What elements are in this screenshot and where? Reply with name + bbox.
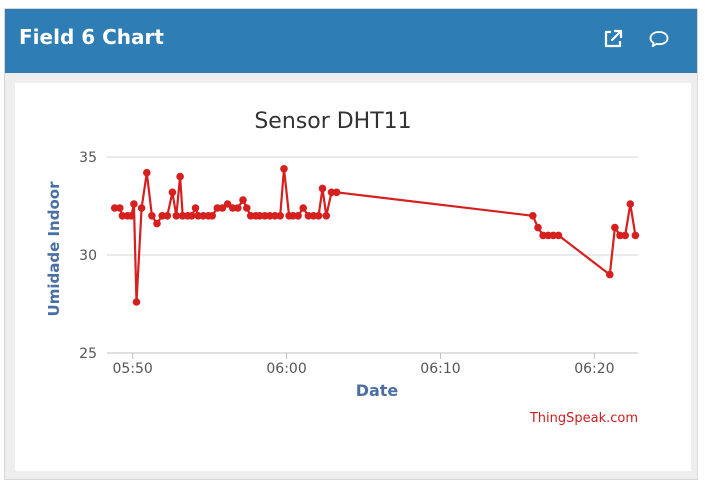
x-axis-label: Date: [356, 381, 399, 400]
chart-title: Sensor DHT11: [254, 109, 411, 134]
data-point[interactable]: [280, 165, 288, 173]
data-point[interactable]: [626, 200, 635, 208]
data-point[interactable]: [153, 219, 161, 228]
data-point[interactable]: [172, 212, 181, 220]
y-axis-label: Umidade Indoor: [45, 181, 63, 317]
data-point[interactable]: [606, 270, 614, 279]
data-point[interactable]: [611, 223, 619, 232]
data-point[interactable]: [255, 212, 264, 220]
data-point[interactable]: [176, 172, 184, 181]
x-tick-label: 06:10: [420, 361, 460, 377]
data-point[interactable]: [137, 204, 146, 212]
y-tick-label: 25: [79, 346, 97, 362]
widget-title: Field 6 Chart: [19, 25, 164, 49]
data-point[interactable]: [234, 204, 242, 212]
data-point[interactable]: [271, 212, 279, 220]
data-point[interactable]: [243, 204, 251, 212]
data-point[interactable]: [148, 212, 156, 220]
data-point[interactable]: [631, 231, 640, 240]
data-point[interactable]: [314, 212, 323, 220]
x-tick-label: 06:00: [266, 361, 306, 377]
comment-icon: [649, 31, 669, 48]
data-point[interactable]: [276, 212, 285, 220]
data-point[interactable]: [116, 204, 124, 212]
data-point[interactable]: [294, 212, 302, 220]
data-point[interactable]: [168, 188, 177, 197]
data-point[interactable]: [616, 231, 624, 240]
data-point[interactable]: [239, 196, 247, 204]
line-chart: Sensor DHT11 25 30 35 05:50 06:00 06:10 06:20…: [45, 109, 640, 426]
data-point[interactable]: [218, 204, 227, 212]
data-point[interactable]: [621, 231, 629, 240]
x-tick-label: 05:50: [112, 361, 152, 377]
x-tick-label: 06:20: [574, 361, 614, 377]
data-point[interactable]: [132, 298, 141, 306]
thingspeak-credit[interactable]: ThingSpeak.com: [529, 411, 638, 426]
data-point[interactable]: [191, 204, 200, 212]
data-point[interactable]: [554, 231, 563, 240]
widget-header: Field 6 Chart: [5, 9, 697, 73]
chart-widget: Field 6 Chart Sensor DHT11 25 30 35 05:50 0…: [4, 8, 698, 480]
data-point[interactable]: [143, 168, 151, 177]
data-point[interactable]: [127, 212, 136, 220]
comment-button[interactable]: [645, 25, 673, 53]
data-point[interactable]: [318, 184, 327, 193]
data-point[interactable]: [529, 212, 537, 220]
y-tick-label: 35: [79, 150, 97, 166]
data-point[interactable]: [322, 212, 331, 220]
data-point[interactable]: [130, 200, 138, 208]
data-point[interactable]: [208, 212, 216, 220]
external-link-icon: [604, 29, 623, 48]
chart-panel: Sensor DHT11 25 30 35 05:50 06:00 06:10 06:20…: [15, 83, 691, 471]
y-tick-label: 30: [79, 248, 97, 264]
data-point[interactable]: [299, 204, 308, 212]
data-point[interactable]: [534, 223, 542, 232]
data-point[interactable]: [163, 212, 172, 220]
data-point[interactable]: [223, 200, 232, 208]
data-point[interactable]: [332, 188, 341, 197]
data-point[interactable]: [549, 231, 558, 240]
data-point[interactable]: [187, 212, 196, 220]
popout-button[interactable]: [599, 25, 627, 53]
